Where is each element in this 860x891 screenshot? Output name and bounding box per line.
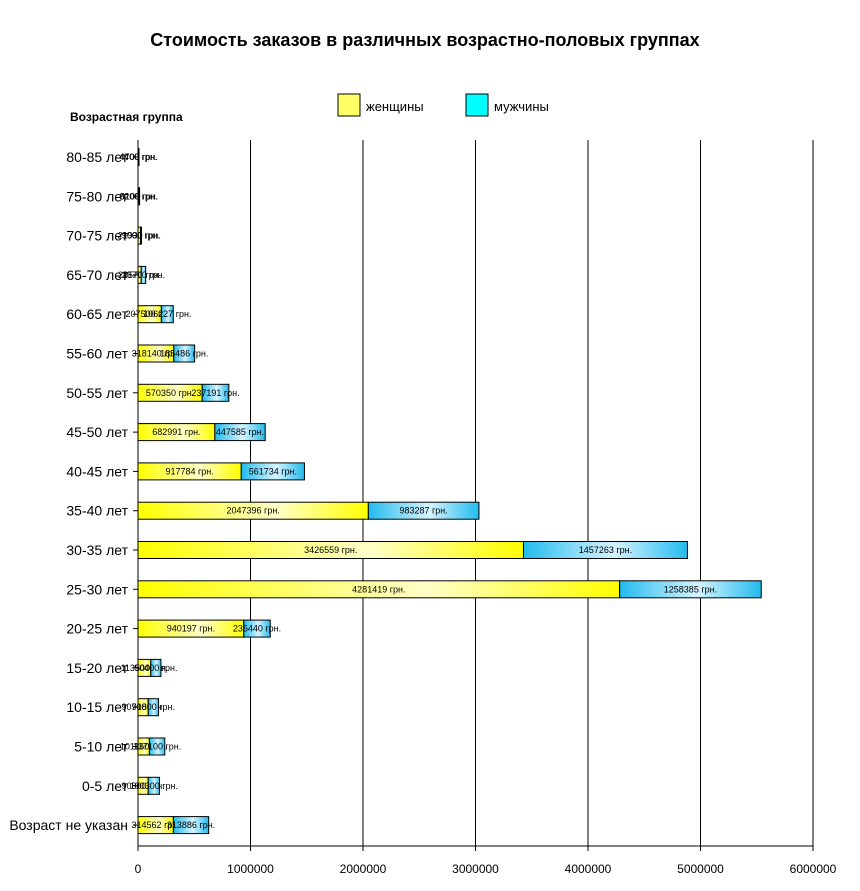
data-label: 21930 грн. xyxy=(118,231,161,241)
bar-men xyxy=(147,698,160,717)
data-label: 235440 грн. xyxy=(233,624,281,634)
data-label: 1457263 грн. xyxy=(579,545,632,555)
category-label: 80-85 лет xyxy=(66,149,128,165)
data-label: 137100 грн. xyxy=(133,742,181,752)
legend-swatch-women xyxy=(337,93,361,117)
legend-label-men: мужчины xyxy=(494,99,549,114)
bar-men xyxy=(137,148,140,166)
category-label: 10-15 лет xyxy=(66,699,128,715)
x-tick-label: 4000000 xyxy=(565,862,612,876)
bar-men xyxy=(619,580,762,599)
data-label: 318140 грн. xyxy=(132,349,180,359)
bar-men xyxy=(214,423,266,442)
data-label: 90400 грн. xyxy=(134,663,177,673)
bar-men xyxy=(201,383,230,402)
data-label: 90800 грн. xyxy=(121,781,164,791)
x-tick-label: 3000000 xyxy=(452,862,499,876)
category-label: 45-50 лет xyxy=(66,424,128,440)
data-label: 447585 грн. xyxy=(216,427,264,437)
y-axis-label: Возрастная группа xyxy=(70,110,183,124)
data-label: 106227 грн. xyxy=(143,309,191,319)
data-label: 9000 грн. xyxy=(122,231,160,241)
bar-men xyxy=(522,541,688,559)
data-label: 917784 грн. xyxy=(165,466,213,476)
category-label: 5-10 лет xyxy=(74,739,128,755)
data-label: 39700 грн. xyxy=(122,270,165,280)
category-label: 40-45 лет xyxy=(66,463,128,479)
bar-men xyxy=(240,462,305,481)
bar-men xyxy=(172,816,210,835)
bar-men xyxy=(243,619,271,638)
legend: женщины мужчины xyxy=(337,93,549,117)
data-label: 113500 грн. xyxy=(121,663,169,673)
data-label: 4700 грн. xyxy=(120,152,158,162)
category-label: 60-65 лет xyxy=(66,306,128,322)
bar-men xyxy=(147,776,160,795)
legend-swatch-men xyxy=(465,93,489,117)
bar-men xyxy=(148,737,166,756)
data-label: 90700 грн. xyxy=(121,702,164,712)
x-tick-label: 2000000 xyxy=(340,862,387,876)
category-label: 0-5 лет xyxy=(82,778,129,794)
x-tick-label: 5000000 xyxy=(677,862,724,876)
category-label: 50-55 лет xyxy=(66,385,128,401)
category-label: 20-25 лет xyxy=(66,621,128,637)
data-label: 682991 грн. xyxy=(152,427,200,437)
bar-men xyxy=(160,305,174,324)
data-label: 185486 грн. xyxy=(160,349,208,359)
category-label: 35-40 лет xyxy=(66,503,128,519)
category-label: 75-80 лет xyxy=(66,188,128,204)
x-tick-label: 6000000 xyxy=(790,862,837,876)
category-label: Возраст не указан xyxy=(9,817,128,833)
bar-men xyxy=(139,226,142,245)
data-label: 561734 грн. xyxy=(249,466,297,476)
category-label: 25-30 лет xyxy=(66,581,128,597)
data-label: 2047396 грн. xyxy=(227,506,280,516)
x-tick-label: 0 xyxy=(135,862,142,876)
bar-men xyxy=(173,344,196,363)
bar-men xyxy=(367,501,480,520)
bar-men xyxy=(140,265,147,284)
plot-area: 0 1000000 2000000 3000000 4000000 5000000 6000… xyxy=(9,140,837,876)
data-label: 91800 грн. xyxy=(132,702,175,712)
bar-men xyxy=(150,658,162,677)
category-label: 55-60 лет xyxy=(66,346,128,362)
data-label: 237191 грн. xyxy=(191,388,239,398)
data-label: 28570 грн. xyxy=(118,270,161,280)
data-label: 207500 грн. xyxy=(126,309,174,319)
data-label: 8100 грн. xyxy=(120,191,158,201)
category-label: 70-75 лет xyxy=(66,228,128,244)
data-label: 940197 грн. xyxy=(167,624,215,634)
data-label: 314562 грн. xyxy=(132,820,180,830)
chart-title: Стоимость заказов в различных возрастно-… xyxy=(150,30,699,50)
category-label: 30-35 лет xyxy=(66,542,128,558)
category-label: 65-70 лет xyxy=(66,267,128,283)
bar-men xyxy=(138,187,141,206)
data-label: 570350 грн. xyxy=(146,388,194,398)
legend-label-women: женщины xyxy=(366,99,424,114)
data-label: 100300 грн. xyxy=(130,781,178,791)
category-label: 15-20 лет xyxy=(66,660,128,676)
data-label: 313886 грн. xyxy=(167,820,215,830)
data-label: 3426559 грн. xyxy=(304,545,357,555)
data-label: 1258385 грн. xyxy=(664,584,717,594)
x-tick-label: 1000000 xyxy=(227,862,274,876)
data-label: 4281419 грн. xyxy=(352,584,405,594)
data-label: 101160 грн. xyxy=(120,742,168,752)
data-label: 983287 грн. xyxy=(399,506,447,516)
